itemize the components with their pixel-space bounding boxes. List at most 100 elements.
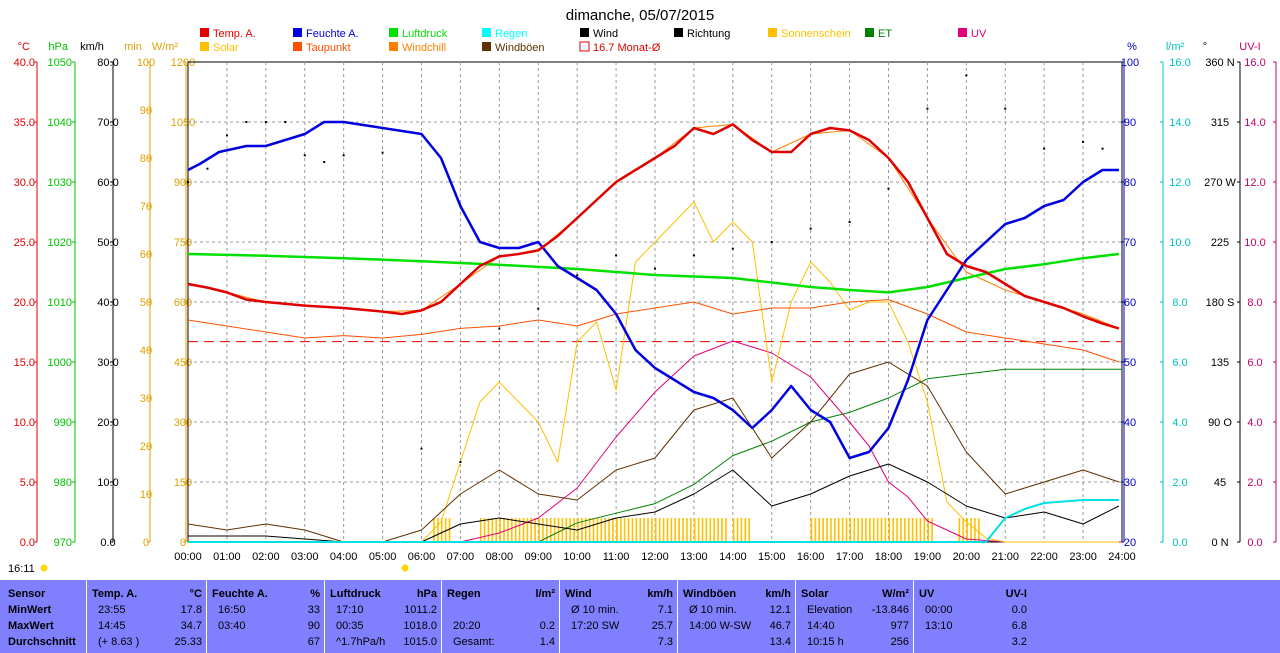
richtung-point [731, 247, 734, 250]
sunshine-bar [581, 518, 583, 542]
sunshine-bar [639, 518, 642, 542]
stats-value-label: 03:40 [218, 620, 246, 632]
axis-tick-label: 10 [140, 489, 152, 501]
series-taupunkt [187, 299, 1120, 363]
axis-tick-label: 1020 [48, 237, 72, 249]
legend-label: Taupunkt [306, 42, 351, 54]
legend-label: Wind [593, 28, 618, 40]
statistics-panel: Sensor MinWert MaxWert Durchschnitt Temp. A.… [0, 580, 1280, 653]
stats-header: Luftdruck [330, 588, 381, 600]
stats-value-label: Gesamt: [453, 636, 495, 648]
stats-value: 0.2 [539, 620, 555, 632]
stats-value-label: 00:35 [336, 620, 364, 632]
stats-divider [441, 580, 442, 653]
stats-divider [677, 580, 678, 653]
series-temp-a- [187, 123, 1120, 330]
sunshine-bar [837, 518, 840, 542]
sunshine-bar [853, 518, 856, 542]
x-tick-label: 16:00 [797, 551, 825, 563]
richtung-point [926, 107, 929, 110]
axis-tick-label: 10.0 [97, 477, 118, 489]
sunshine-bar [962, 518, 965, 542]
sunshine-bar [849, 518, 852, 542]
axis-tick-label: 50.0 [97, 237, 118, 249]
sunshine-bar [647, 518, 649, 542]
stats-value: 1015.0 [403, 636, 437, 648]
axis-tick-label: 30 [140, 393, 152, 405]
stats-value-label: 16:50 [218, 604, 246, 616]
sunshine-bar [857, 518, 859, 542]
stats-value-label: 23:55 [98, 604, 126, 616]
richtung-point [342, 154, 345, 157]
sunshine-bar [958, 518, 961, 542]
sunshine-bar [616, 518, 618, 542]
sunshine-bar [686, 518, 688, 542]
x-tick-label: 05:00 [369, 551, 397, 563]
series-windchill [187, 123, 1120, 329]
stats-value: 25.7 [651, 620, 673, 632]
axis-tick-label: 70 [1124, 237, 1136, 249]
sunshine-bar [487, 518, 490, 542]
axis-tick-label: 2.0 [1172, 477, 1187, 489]
axis-tick-label: 70 [140, 201, 152, 213]
axis-tick-label: 14.0 [1169, 117, 1190, 129]
richtung-point [848, 221, 851, 223]
sunshine-bar [522, 518, 525, 542]
axis-tick-label: 450 [174, 357, 192, 369]
axis-tick-label: 10.0 [1169, 237, 1190, 249]
axis-tick-label: 0.0 [1172, 537, 1187, 549]
richtung-point [264, 121, 267, 123]
x-tick-label: 14:00 [719, 551, 747, 563]
sunshine-bar [919, 518, 922, 542]
chart-grid [187, 61, 1123, 543]
x-tick-label: 13:00 [680, 551, 708, 563]
sunshine-bar [682, 518, 684, 542]
sunshine-bar [927, 518, 930, 542]
axis-tick-label: 30.0 [97, 357, 118, 369]
x-tick-label: 18:00 [875, 551, 903, 563]
axis-tick-label: 60 [140, 249, 152, 261]
axis-unit: UV-I [1239, 41, 1260, 53]
stats-header: Feuchte A. [212, 588, 268, 600]
legend-swatch [200, 42, 209, 51]
sunshine-bar [911, 518, 914, 542]
sun-marker [40, 564, 48, 572]
sunshine-bar [880, 518, 883, 542]
axis-tick-label: 16.0 [1244, 57, 1265, 69]
axis-tick-label: 970 [54, 537, 72, 549]
stats-value-label: 10:15 h [807, 636, 844, 648]
sunshine-bar [865, 518, 867, 542]
axis-tick-label: 8.0 [1172, 297, 1187, 309]
x-tick-label: 12:00 [641, 551, 669, 563]
axis-tick-label: 1000 [48, 357, 72, 369]
sunshine-bar [892, 518, 894, 542]
sunshine-bar [814, 518, 817, 542]
axis-tick-label: 0 N [1211, 537, 1228, 549]
series-et [188, 368, 1122, 543]
legend-label: Regen [495, 28, 527, 40]
sunshine-bar [437, 518, 439, 542]
richtung-point [1004, 107, 1007, 110]
axis-tick-label: 135 [1211, 357, 1229, 369]
series-solar [188, 201, 1119, 543]
richtung-point [381, 151, 384, 154]
richtung-point [887, 187, 890, 190]
sunshine-bar [744, 518, 747, 542]
axis-tick-label: 1050 [171, 117, 195, 129]
x-tick-label: 07:00 [447, 551, 475, 563]
legend-swatch [389, 28, 398, 37]
axis-tick-label: 60.0 [97, 177, 118, 189]
sunshine-bar [627, 518, 630, 542]
axis-tick-label: 12.0 [1169, 177, 1190, 189]
stats-divider [795, 580, 796, 653]
axis-tick-label: 40.0 [14, 57, 35, 69]
richtung-point [303, 154, 306, 157]
sunshine-bar [549, 518, 552, 542]
stats-value: 1018.0 [403, 620, 437, 632]
axis-tick-label: 6.0 [1247, 357, 1262, 369]
axis-tick-label: 8.0 [1247, 297, 1262, 309]
sunrise-marker [401, 564, 409, 572]
stats-value: 1011.2 [404, 604, 437, 616]
stats-divider [913, 580, 914, 653]
richtung-point [809, 227, 812, 230]
